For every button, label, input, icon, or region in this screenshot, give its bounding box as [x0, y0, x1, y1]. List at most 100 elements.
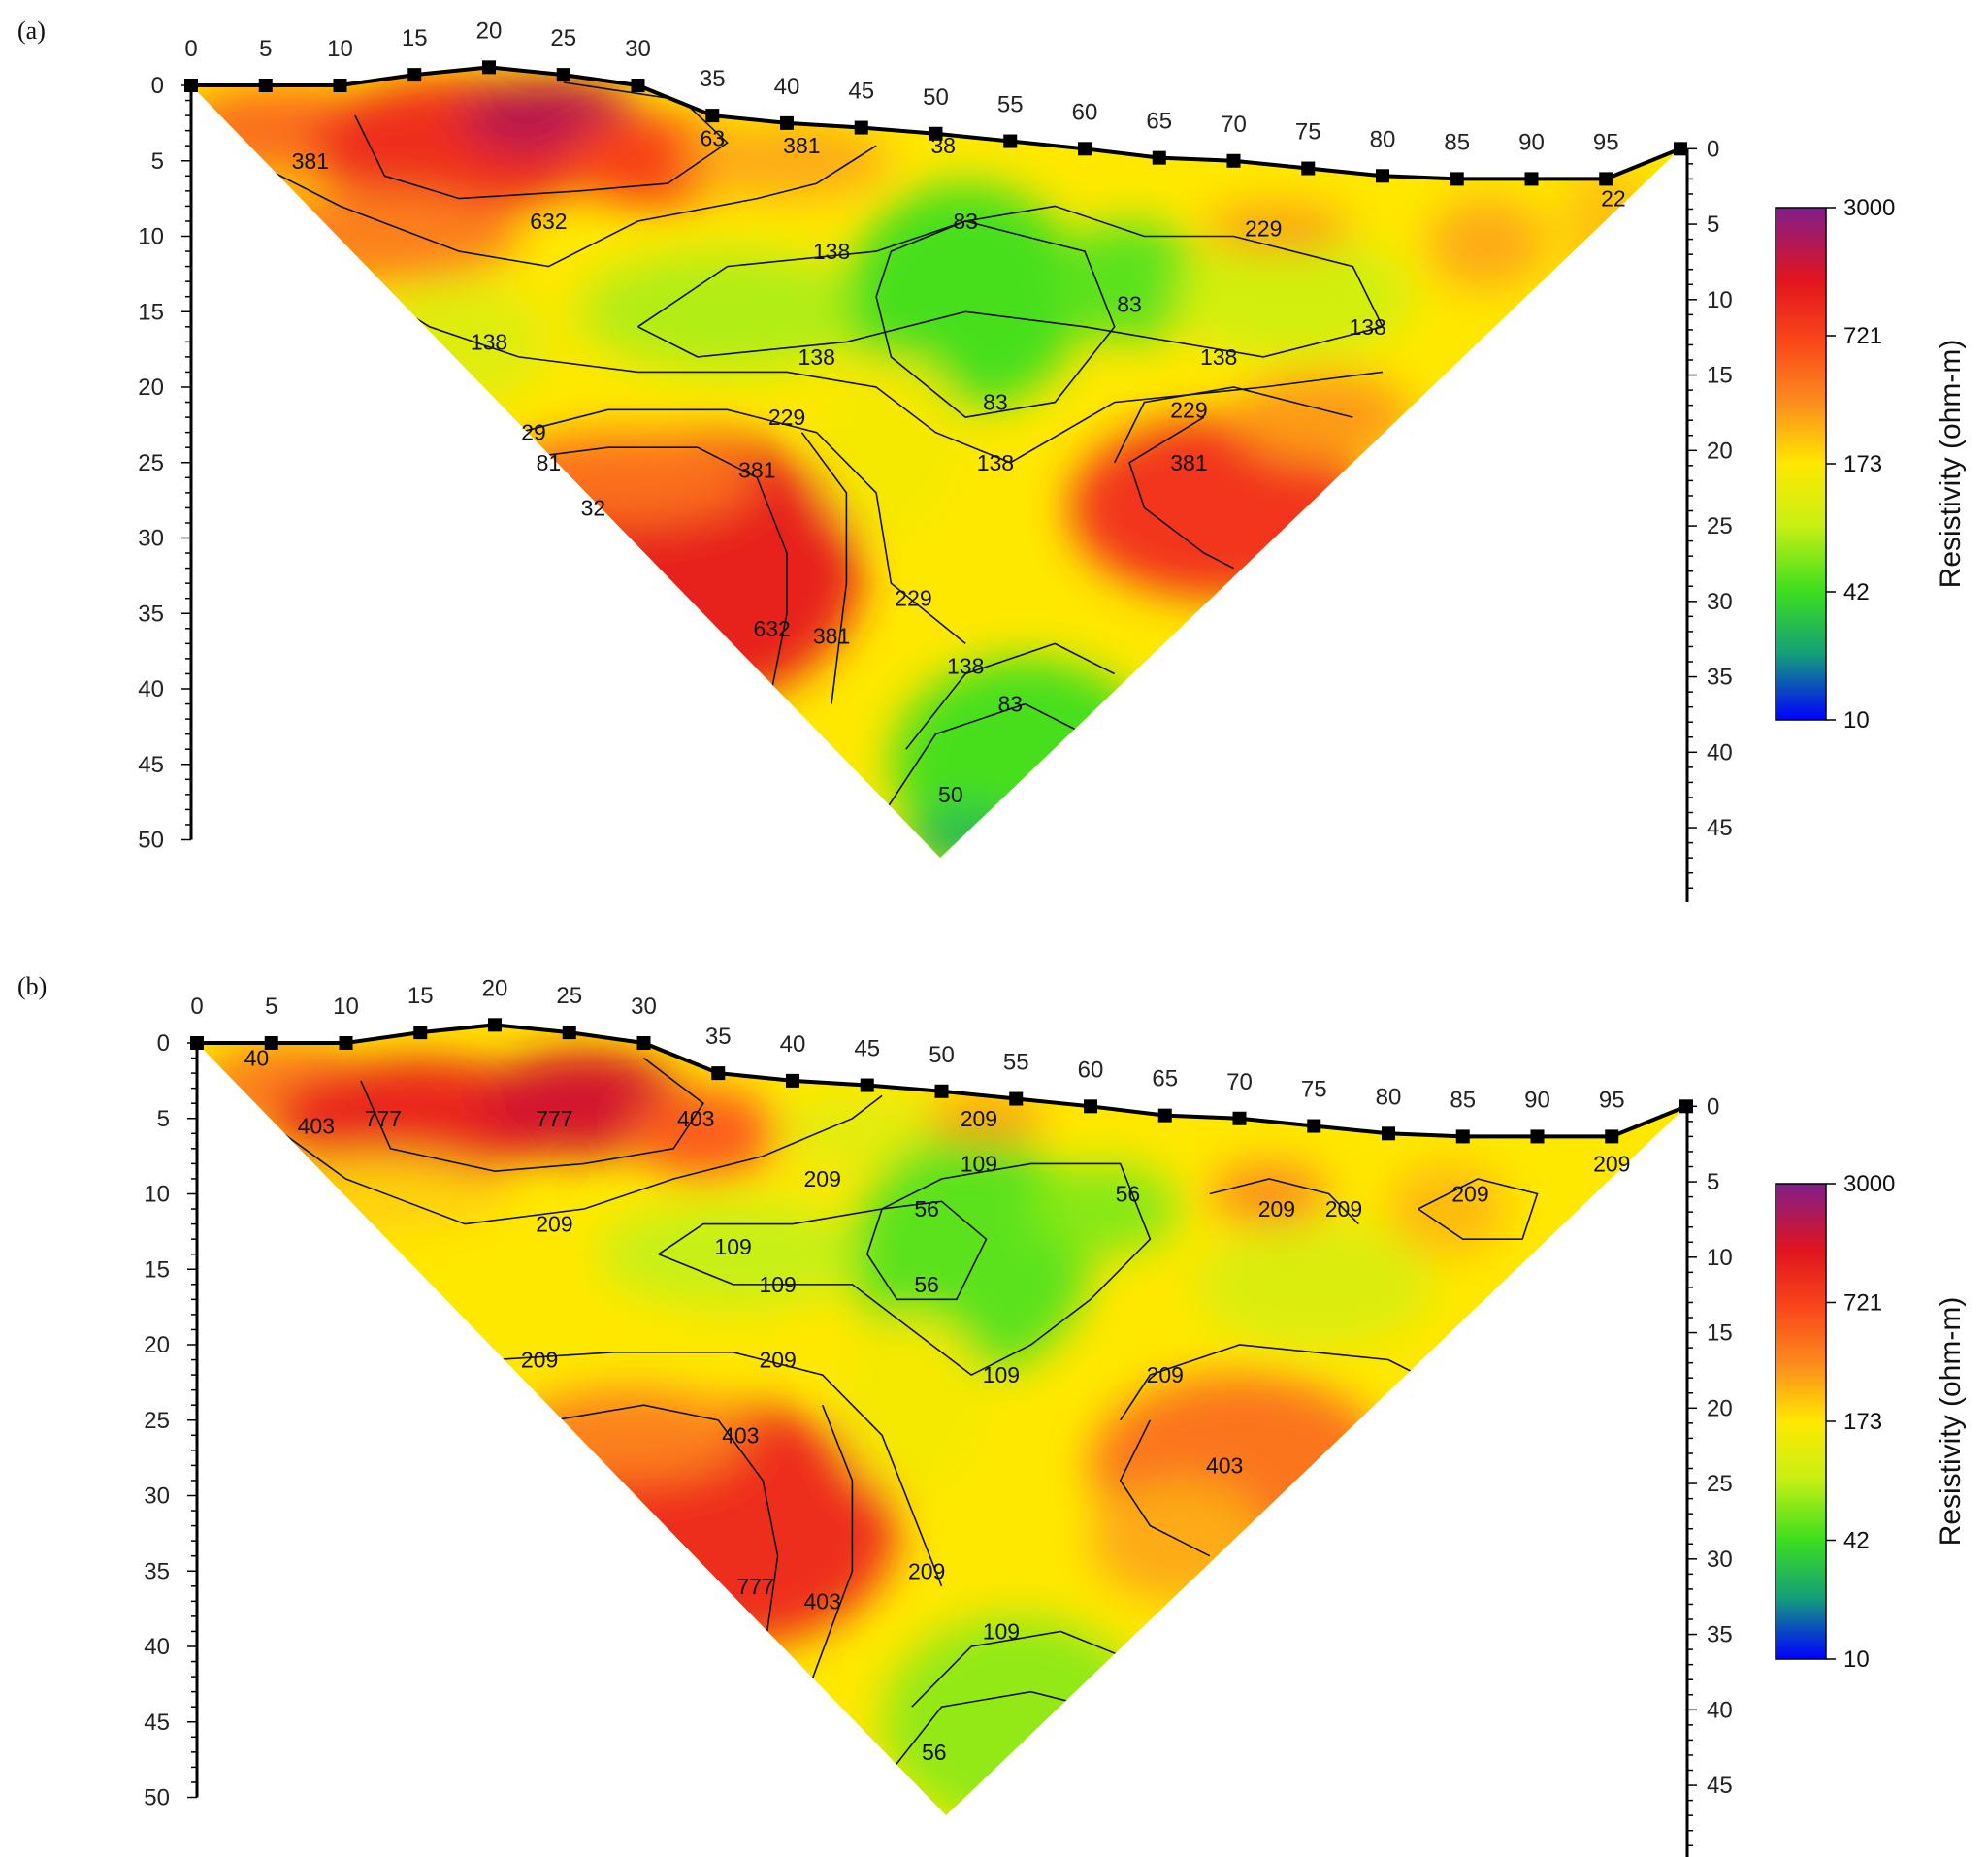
contour-label: 29: [521, 420, 546, 445]
left-y-tick-label: 20: [138, 375, 164, 401]
electrode-marker: [333, 79, 347, 92]
x-tick-label: 90: [1518, 129, 1545, 155]
electrode-marker: [1084, 1099, 1097, 1114]
electrode-marker: [339, 1036, 353, 1050]
colorbar: [1775, 207, 1827, 721]
electrode-marker: [1605, 1129, 1619, 1144]
electrode-marker: [1674, 142, 1687, 156]
contour-label: 229: [1170, 397, 1207, 422]
x-tick-label: 95: [1599, 1087, 1625, 1113]
contour-line: [1120, 1344, 1449, 1421]
contour-label: 109: [983, 1618, 1020, 1644]
x-tick-label: 5: [259, 36, 272, 62]
colorbar-tick-label: 173: [1843, 1409, 1882, 1435]
left-y-tick-label: 40: [144, 1634, 170, 1660]
field-blob: [509, 1389, 748, 1481]
contour-line: [360, 1057, 704, 1173]
left-y-tick-label: 35: [138, 601, 164, 627]
contour-label: 81: [537, 450, 562, 475]
electrode-marker: [854, 120, 868, 135]
right-y-tick-label: 10: [1707, 287, 1733, 313]
panel-label: (b): [17, 972, 47, 1000]
contour-label: 138: [1200, 344, 1237, 370]
electrode-marker: [556, 68, 570, 82]
contour-line: [1113, 386, 1353, 464]
x-tick-label: 50: [929, 1042, 955, 1068]
x-tick-label: 70: [1226, 1069, 1253, 1095]
right-y-tick-label: 15: [1707, 1320, 1733, 1347]
left-y-tick-label: 35: [144, 1558, 170, 1584]
electrode-marker: [934, 1084, 949, 1098]
colorbar-tick-label: 3000: [1843, 1171, 1895, 1197]
right-y-tick-label: 40: [1707, 739, 1733, 766]
right-y-tick-label: 35: [1707, 665, 1733, 691]
electrode-marker: [929, 126, 943, 141]
x-tick-label: 20: [476, 17, 503, 44]
x-tick-label: 85: [1450, 1087, 1476, 1113]
left-y-tick-label: 45: [138, 752, 164, 778]
right-y-tick-label: 20: [1707, 1395, 1733, 1421]
electrode-marker: [1455, 1129, 1470, 1144]
contour-line: [1418, 1178, 1539, 1240]
x-tick-label: 30: [625, 36, 651, 62]
left-y-tick-label: 40: [138, 676, 164, 702]
contour-label: 229: [1245, 216, 1282, 242]
contour-label: 109: [714, 1234, 751, 1259]
contour-label: 83: [953, 209, 978, 234]
electrode-marker: [1009, 1091, 1024, 1106]
field-blob: [1203, 206, 1353, 252]
contour-label: 32: [581, 495, 606, 520]
left-y-tick-label: 0: [157, 1030, 170, 1057]
left-y-tick-label: 5: [157, 1106, 170, 1132]
contour-lines: [241, 1057, 1539, 1783]
contour-label: 209: [1258, 1196, 1295, 1222]
colorbar-tick-label: 3000: [1843, 195, 1895, 221]
contour-line: [800, 432, 848, 704]
electrode-marker: [562, 1026, 576, 1040]
electrode-marker: [1599, 172, 1613, 186]
contour-label: 56: [922, 1740, 947, 1765]
contour-label: 138: [471, 329, 507, 354]
contour-label: 381: [1170, 450, 1207, 475]
x-tick-label: 30: [631, 994, 657, 1020]
electrode-marker: [705, 109, 720, 123]
electrode-marker: [488, 1018, 502, 1032]
left-y-tick-label: 0: [151, 73, 164, 99]
electrode-marker: [1376, 169, 1389, 183]
colorbar-title: Resistivity (ohm-m): [1935, 1297, 1967, 1547]
electrode-marker: [1078, 142, 1092, 156]
contour-label: 777: [536, 1106, 572, 1131]
x-tick-label: 50: [923, 84, 949, 111]
right-y-tick-label: 25: [1707, 513, 1733, 539]
field-blob: [846, 183, 1085, 410]
contour-label: 209: [908, 1558, 945, 1583]
contour-line: [911, 1630, 1136, 1708]
electrode-marker: [1382, 1126, 1395, 1141]
right-y-tick-label: 25: [1707, 1471, 1733, 1497]
right-y-tick-label: 0: [1707, 136, 1719, 162]
electrode-marker: [860, 1078, 874, 1092]
x-tick-label: 0: [184, 36, 197, 62]
contour-label: 83: [1117, 291, 1142, 316]
contour-line: [875, 702, 1086, 826]
right-y-tick-label: 45: [1707, 815, 1733, 841]
field-blob: [1233, 372, 1413, 463]
electrode-marker: [636, 1036, 651, 1050]
right-y-tick-label: 35: [1707, 1622, 1733, 1648]
x-tick-label: 75: [1301, 1077, 1327, 1103]
contour-label: 777: [365, 1106, 402, 1131]
electrode-marker: [1307, 1119, 1321, 1133]
right-y-tick-label: 0: [1707, 1093, 1719, 1120]
electrode-marker: [407, 68, 422, 82]
x-tick-label: 75: [1295, 119, 1321, 146]
x-tick-label: 45: [848, 79, 874, 105]
contour-label: 381: [783, 133, 820, 158]
x-tick-label: 65: [1146, 109, 1172, 135]
field-blob: [1427, 198, 1547, 289]
left-y-tick-label: 10: [144, 1182, 170, 1208]
x-tick-label: 5: [265, 994, 277, 1020]
field-blob: [250, 190, 519, 282]
colorbar-tick-label: 10: [1843, 1646, 1870, 1673]
contour-label: 632: [530, 209, 567, 234]
contour-label: 229: [895, 586, 931, 611]
